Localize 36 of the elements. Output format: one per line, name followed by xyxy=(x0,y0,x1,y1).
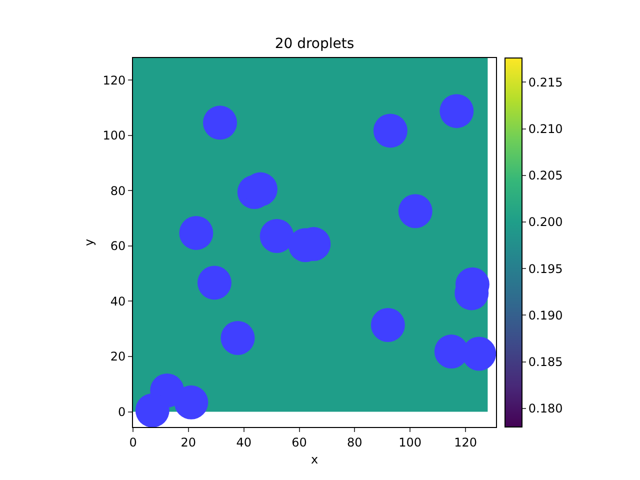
y-tick-label: 40 xyxy=(110,294,126,308)
color-bar-label: 0.215 xyxy=(528,75,563,90)
y-tick-label: 100 xyxy=(102,128,126,143)
point xyxy=(260,219,294,253)
y-tick-label: 120 xyxy=(102,73,126,88)
point xyxy=(373,114,408,148)
color-bar-label: 0.200 xyxy=(528,215,563,230)
point xyxy=(135,393,170,427)
point xyxy=(197,266,232,300)
point xyxy=(220,321,255,355)
x-tick-label: 40 xyxy=(236,435,252,450)
x-tick-label: 60 xyxy=(292,435,307,450)
point xyxy=(370,308,405,342)
x-tick-label: 120 xyxy=(454,435,477,450)
y-axis-title: y xyxy=(82,238,96,246)
point xyxy=(398,194,432,228)
chart-title: 20 droplets xyxy=(274,36,354,52)
x-tick-label: 0 xyxy=(129,435,137,450)
color-bar-label: 0.195 xyxy=(528,262,563,276)
color-bar-label: 0.190 xyxy=(528,308,563,322)
x-tick-label: 20 xyxy=(180,435,196,450)
point xyxy=(203,106,238,140)
color-bar-label: 0.210 xyxy=(528,122,563,136)
x-axis-title: x xyxy=(310,452,318,466)
y-tick-label: 20 xyxy=(110,350,126,364)
color-bar-label: 0.205 xyxy=(528,168,563,183)
x-tick-label: 100 xyxy=(398,435,422,450)
point xyxy=(179,216,214,250)
y-tick-label: 0 xyxy=(118,405,126,419)
x-tick-label: 80 xyxy=(347,435,362,450)
y-tick-label: 60 xyxy=(110,239,126,254)
point xyxy=(174,385,208,420)
color-bar-label: 0.180 xyxy=(528,402,563,416)
color-bar-label: 0.185 xyxy=(528,354,563,369)
y-tick-label: 80 xyxy=(110,184,126,198)
point xyxy=(440,94,474,128)
